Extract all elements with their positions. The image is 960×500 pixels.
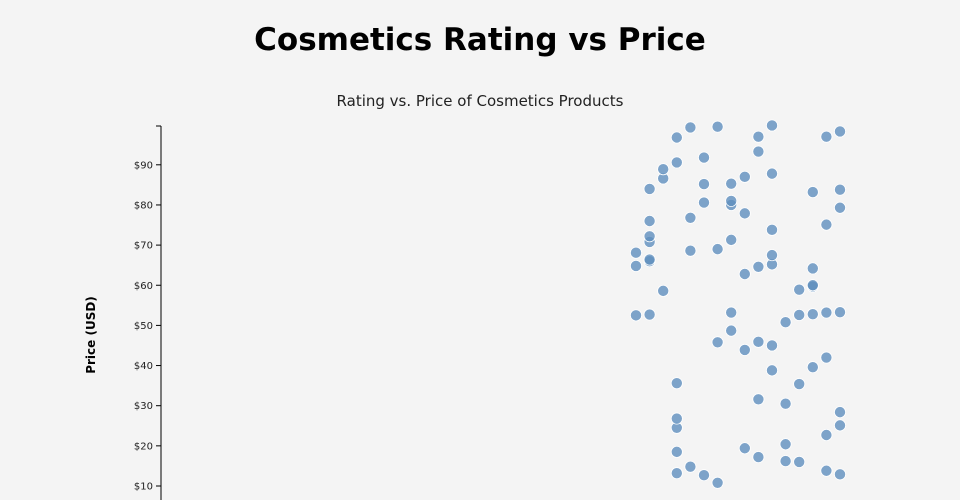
data-point [630,259,643,272]
data-point [643,182,656,195]
y-axis-title: Price (USD) [84,296,98,374]
data-point [806,361,819,374]
y-tick-label: $40 [134,361,153,372]
data-point [779,316,792,329]
data-point [630,309,643,322]
data-point [820,464,833,477]
data-point [793,378,806,391]
data-point [698,151,711,164]
data-point [820,429,833,442]
data-point [738,343,751,356]
data-point [630,246,643,259]
data-point [834,306,847,319]
data-point [752,145,765,158]
data-point [670,467,683,480]
data-point [670,412,683,425]
data-point [793,308,806,321]
data-point [684,121,697,134]
data-point [738,207,751,220]
y-tick-label: $30 [134,401,153,412]
data-point [820,306,833,319]
data-point [752,130,765,143]
data-point [752,335,765,348]
data-point [670,377,683,390]
data-point [806,262,819,275]
data-point [738,170,751,183]
data-point [779,397,792,410]
data-point [779,455,792,468]
data-point [711,120,724,133]
data-point [779,438,792,451]
y-tick-label: $50 [134,321,153,332]
data-point [834,468,847,481]
data-point [806,186,819,199]
page-title: Cosmetics Rating vs Price [254,22,706,58]
data-point [725,306,738,319]
data-point [766,167,779,180]
y-tick-label: $60 [134,281,153,292]
y-tick-label: $10 [134,482,153,493]
scatter-points [630,119,847,489]
chart-subtitle: Rating vs. Price of Cosmetics Products [337,92,624,110]
data-point [766,119,779,132]
data-point [820,130,833,143]
data-point [698,196,711,209]
data-point [698,469,711,482]
y-tick-label: $80 [134,200,153,211]
data-point [725,324,738,337]
y-axis-ticks: $10 $20 $30 $40 $50 $60 $70 $80 $90 [134,125,161,493]
data-point [752,451,765,464]
data-point [834,125,847,138]
data-point [793,283,806,296]
data-point [820,351,833,364]
data-point [752,393,765,406]
data-point [834,419,847,432]
data-point [766,223,779,236]
data-point [725,177,738,190]
data-point [820,218,833,231]
data-point [766,339,779,352]
data-point [657,284,670,297]
data-point [643,215,656,228]
data-point [738,268,751,281]
data-point [643,308,656,321]
data-point [766,364,779,377]
data-point [834,406,847,419]
data-point [684,211,697,224]
data-point [834,201,847,214]
y-tick-label: $70 [134,241,153,252]
data-point [711,476,724,489]
data-point [643,230,656,243]
data-point [643,253,656,266]
data-point [670,156,683,169]
data-point [684,460,697,473]
data-point [766,249,779,262]
data-point [725,194,738,207]
data-point [806,308,819,321]
data-point [698,178,711,191]
data-point [711,336,724,349]
data-point [711,243,724,256]
data-point [684,244,697,257]
data-point [738,442,751,455]
data-point [670,445,683,458]
data-point [752,260,765,273]
y-tick-label: $90 [134,160,153,171]
data-point [806,279,819,292]
data-point [657,163,670,176]
data-point [834,183,847,196]
data-point [793,455,806,468]
data-point [725,233,738,246]
y-tick-label: $20 [134,441,153,452]
data-point [670,131,683,144]
